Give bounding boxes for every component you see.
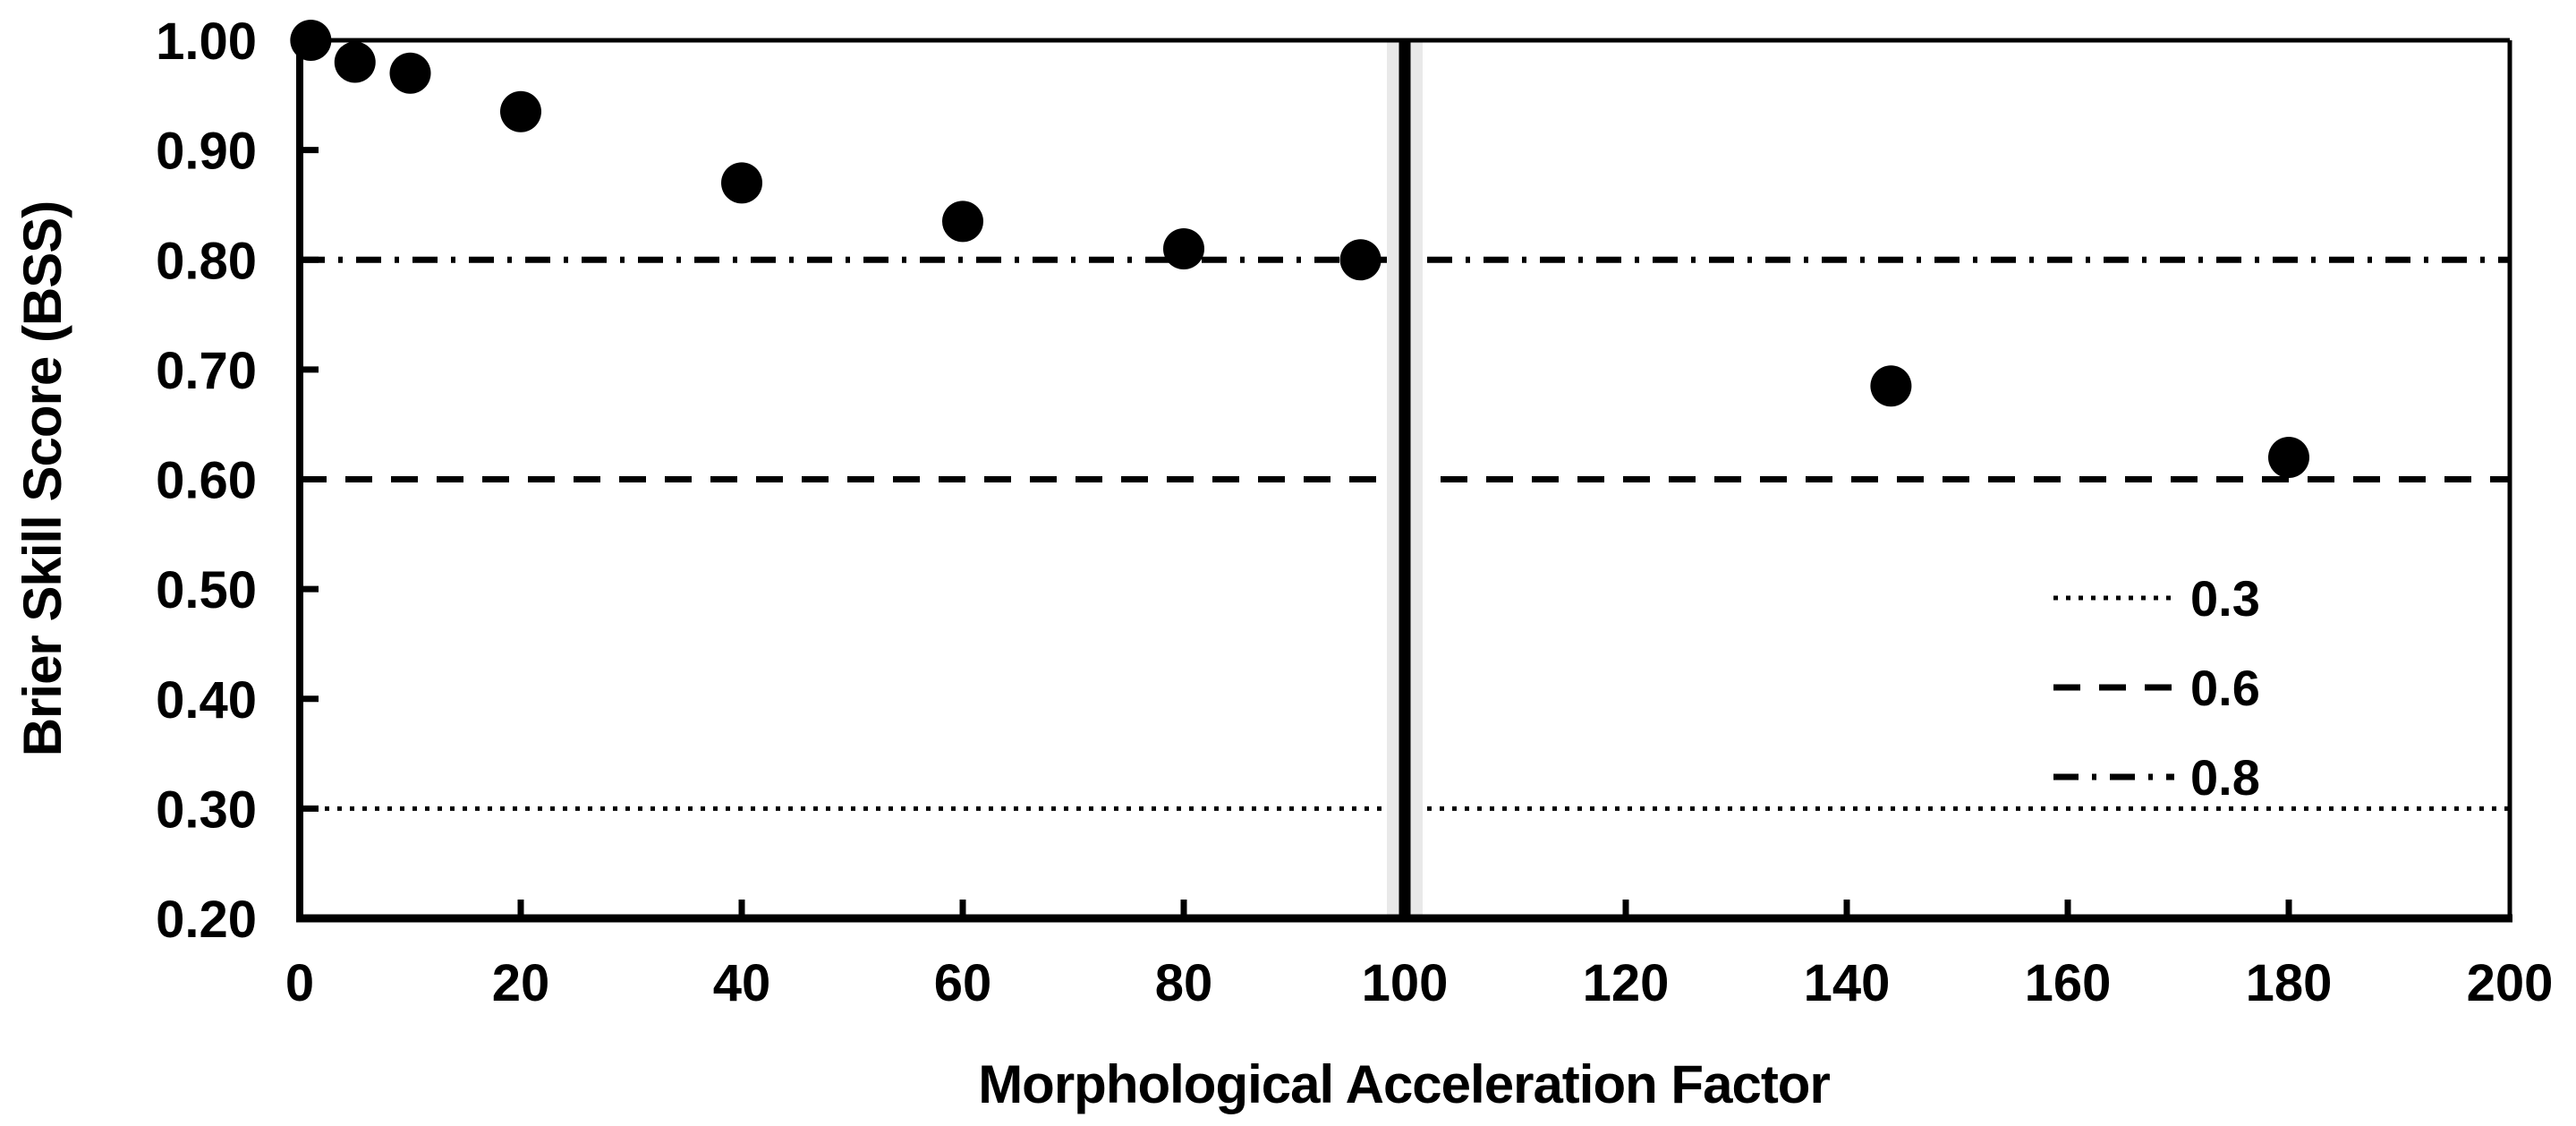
legend-entry-0.6: 0.6 — [2053, 660, 2260, 716]
y-tick-label-0.70: 0.70 — [156, 342, 257, 400]
x-tick-label-140: 140 — [1804, 954, 1891, 1012]
data-point-x5 — [334, 41, 376, 83]
x-tick-label-160: 160 — [2025, 954, 2112, 1012]
data-point-x60 — [942, 200, 983, 243]
x-tick-label-180: 180 — [2246, 954, 2333, 1012]
x-tick-label-200: 200 — [2467, 954, 2554, 1012]
y-tick-label-0.50: 0.50 — [156, 561, 257, 619]
x-tick-label-120: 120 — [1583, 954, 1670, 1012]
legend-label-0.8: 0.8 — [2190, 749, 2260, 806]
data-point-x80 — [1163, 227, 1204, 269]
legend-entry-0.3: 0.3 — [2053, 570, 2260, 627]
axis-ticks-layer — [303, 147, 2292, 915]
y-axis-title: Brier Skill Score (BSS) — [13, 201, 72, 757]
data-point-x20 — [500, 90, 541, 132]
x-tick-label-100: 100 — [1362, 954, 1449, 1012]
x-axis-title: Morphological Acceleration Factor — [978, 1054, 1830, 1114]
plot-frame-layer — [296, 38, 2512, 923]
y-tick-label-0.30: 0.30 — [156, 781, 257, 839]
x-tick-label-0: 0 — [285, 954, 314, 1012]
data-point-x10 — [389, 52, 431, 94]
data-point-x96 — [1339, 239, 1382, 281]
legend-label-0.6: 0.6 — [2190, 660, 2260, 716]
legend-entry-0.8: 0.8 — [2053, 749, 2260, 806]
y-tick-label-0.80: 0.80 — [156, 232, 257, 290]
data-point-x1 — [290, 20, 332, 61]
y-tick-label-0.40: 0.40 — [156, 671, 257, 729]
data-point-x180 — [2268, 436, 2309, 478]
data-point-x144 — [1870, 365, 1912, 407]
data-points-layer — [290, 20, 2309, 478]
tick-labels-layer: 0 20 40 60 80 100 120 140 160 180 200 0.20 0.30 0.40 0… — [156, 13, 2553, 1012]
y-tick-label-0.20: 0.20 — [156, 891, 257, 949]
x-tick-label-60: 60 — [934, 954, 992, 1012]
y-tick-label-0.60: 0.60 — [156, 452, 257, 510]
data-point-x40 — [721, 162, 762, 204]
x-tick-label-20: 20 — [492, 954, 550, 1012]
legend: 0.3 0.6 0.8 — [2053, 570, 2260, 806]
legend-label-0.3: 0.3 — [2190, 570, 2260, 627]
x-tick-label-40: 40 — [713, 954, 771, 1012]
x-tick-label-80: 80 — [1155, 954, 1213, 1012]
y-tick-label-1.00: 1.00 — [156, 13, 257, 71]
y-tick-label-0.90: 0.90 — [156, 123, 257, 181]
